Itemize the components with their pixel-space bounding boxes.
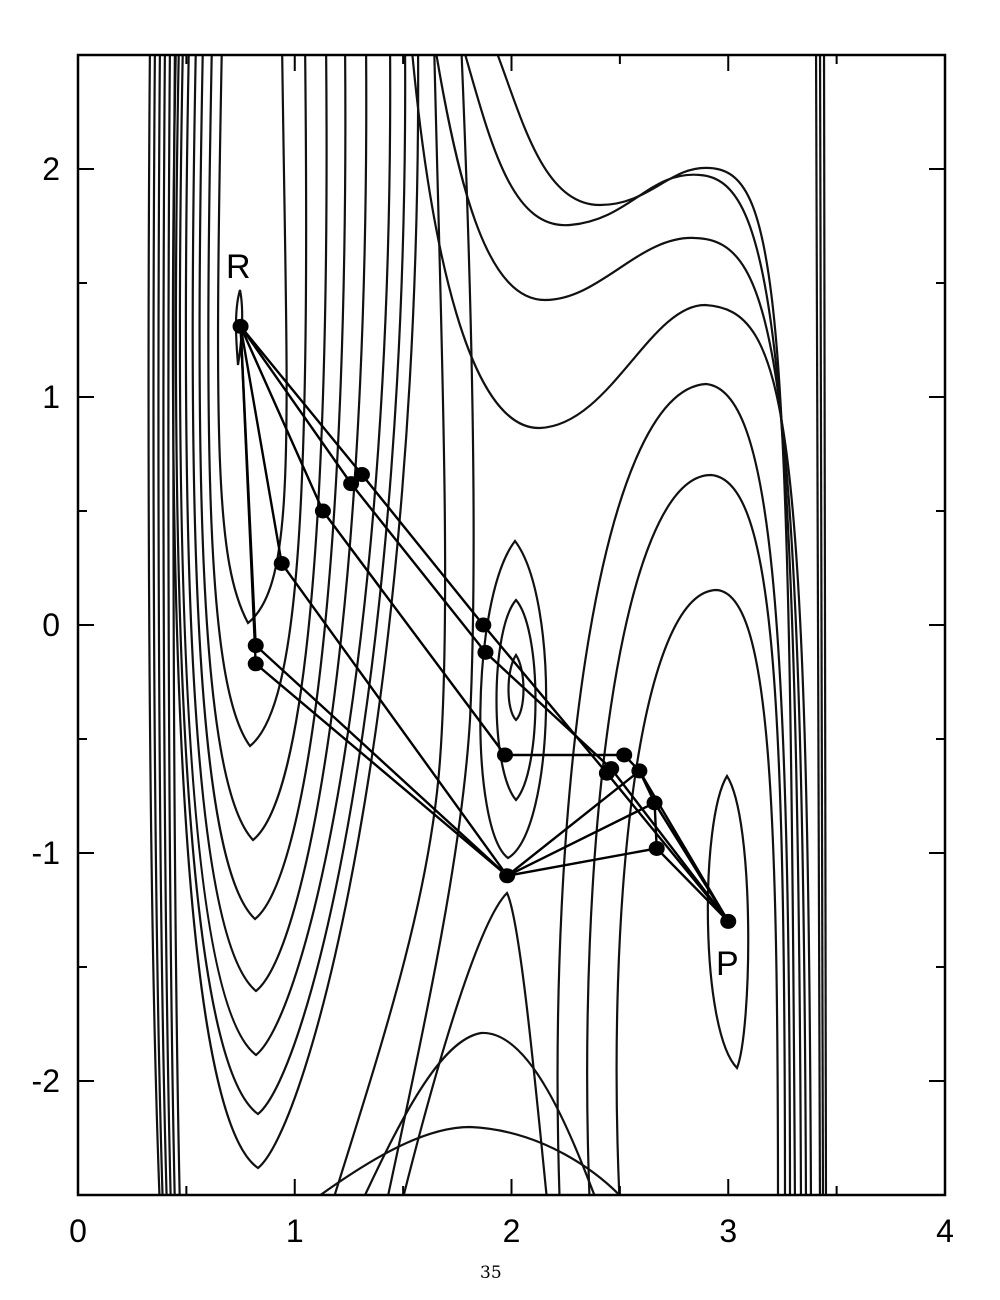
point-a2 — [343, 476, 360, 492]
contour-line — [333, 55, 447, 1195]
contour-line — [411, 55, 813, 1195]
point-S — [499, 868, 516, 884]
x-tick-label: 2 — [503, 1213, 521, 1249]
point-a6 — [247, 656, 264, 672]
label-R: R — [226, 248, 251, 286]
point-P — [720, 913, 737, 929]
contour-line — [464, 55, 803, 1195]
axis-ticks — [77, 54, 946, 1196]
contour-line — [207, 55, 308, 748]
contour-line — [234, 289, 244, 366]
contour-line — [191, 55, 347, 921]
contour-line — [216, 55, 288, 625]
point-b1 — [475, 617, 492, 633]
y-tick-label: 2 — [42, 151, 60, 187]
contour-line — [167, 55, 176, 1195]
point-c4 — [631, 763, 648, 779]
contour-line — [435, 55, 808, 1195]
page-number: 35 — [480, 1263, 502, 1283]
axis-tick-labels: 0 1 2 3 4 -2 -1 0 1 2 — [32, 151, 954, 1249]
point-c1 — [616, 747, 633, 763]
point-R — [232, 318, 249, 334]
point-a5 — [247, 638, 264, 654]
contour-line — [496, 55, 797, 1195]
y-tick-label: 1 — [42, 379, 60, 415]
contour-line — [178, 55, 392, 1057]
contour-line — [615, 588, 780, 1195]
x-tick-label: 3 — [719, 1213, 737, 1249]
contour-line — [174, 55, 407, 1116]
path-segment — [653, 802, 658, 849]
contour-line — [818, 55, 825, 1195]
contour-line — [184, 55, 368, 993]
contour-line — [822, 55, 828, 1195]
contour-line — [363, 1031, 596, 1195]
y-tick-label: -1 — [32, 835, 60, 871]
point-a3 — [314, 503, 331, 519]
point-a4 — [273, 555, 290, 571]
y-tick-label: 0 — [42, 607, 60, 643]
contour-line — [495, 598, 537, 802]
contour-line — [814, 55, 822, 1195]
point-c3 — [598, 765, 615, 781]
contour-line — [402, 891, 548, 1195]
contour-line — [198, 55, 328, 842]
contour-line — [556, 382, 792, 1195]
contour-line — [586, 473, 787, 1195]
contour-line — [147, 55, 161, 1195]
point-c5 — [646, 795, 663, 811]
point-b3 — [496, 747, 513, 763]
point-a1 — [353, 467, 370, 483]
contour-line — [318, 1125, 621, 1195]
contour-line — [162, 55, 172, 1195]
contour-line — [152, 55, 164, 1195]
point-b2 — [477, 644, 494, 660]
point-c6 — [648, 840, 665, 856]
contour-line — [706, 773, 750, 1070]
contour-line — [157, 55, 168, 1195]
contour-line — [387, 55, 475, 1195]
contour-line — [479, 539, 548, 860]
path-points — [232, 318, 737, 929]
x-tick-label: 0 — [69, 1213, 87, 1249]
y-tick-label: -2 — [32, 1063, 60, 1099]
x-tick-label: 1 — [286, 1213, 304, 1249]
label-P: P — [716, 945, 739, 983]
x-tick-label: 4 — [936, 1213, 954, 1249]
